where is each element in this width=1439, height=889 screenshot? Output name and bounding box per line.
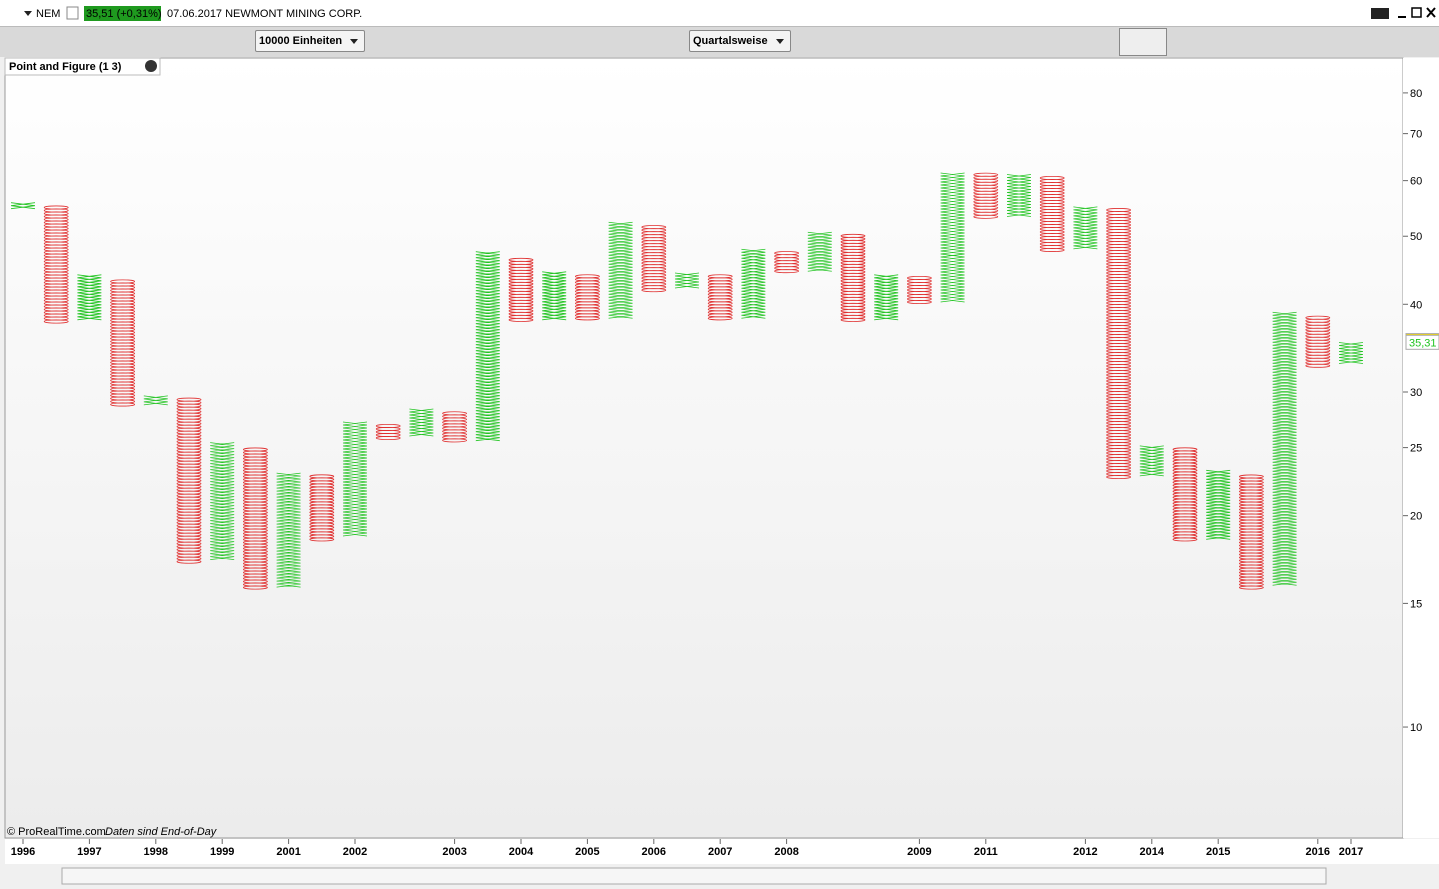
x-tick-label: 2009	[907, 846, 931, 858]
o-column	[442, 411, 468, 443]
x-tick-label: 1996	[11, 846, 35, 858]
quote: 35,51 (+0,31%)	[86, 8, 162, 20]
x-column	[1006, 174, 1032, 217]
chart-type-button[interactable]	[1119, 28, 1167, 56]
o-column	[973, 172, 999, 219]
x-tick-label: 2008	[774, 846, 798, 858]
y-tick-label: 20	[1410, 511, 1422, 523]
y-tick-label: 15	[1410, 598, 1422, 610]
o-column	[1172, 447, 1198, 542]
price-label: 35,31	[1409, 337, 1437, 349]
o-column	[1106, 208, 1132, 480]
x-column	[940, 172, 965, 303]
x-axis-area	[5, 839, 1439, 864]
scrollbar[interactable]	[61, 867, 1327, 885]
x-tick-label: 2004	[509, 846, 534, 858]
o-column	[575, 274, 600, 321]
o-column	[1039, 175, 1065, 252]
close-button[interactable]	[1426, 7, 1436, 18]
x-column	[874, 274, 899, 321]
symbol: NEM	[36, 8, 60, 20]
toolbar: 10000 Einheiten Quartalsweise	[0, 27, 1439, 57]
x-tick-label: 1998	[144, 846, 168, 858]
x-column	[741, 248, 766, 319]
x-tick-label: 2002	[343, 846, 367, 858]
x-tick-label: 2012	[1073, 846, 1097, 858]
x-column	[210, 442, 235, 561]
info-icon[interactable]	[66, 6, 79, 20]
symbol-menu[interactable]	[24, 11, 32, 16]
o-column	[508, 257, 534, 322]
close-panel[interactable]	[145, 60, 157, 72]
o-column	[907, 276, 932, 305]
o-column	[110, 279, 136, 407]
o-column	[375, 424, 401, 441]
x-column	[10, 202, 36, 210]
price-label-box	[1405, 334, 1439, 350]
plot-area	[4, 57, 1404, 839]
quote-box	[84, 6, 161, 21]
x-tick-label: 2014	[1140, 846, 1165, 858]
footer-note: Daten sind End-of-Day	[105, 826, 218, 838]
y-tick-label: 60	[1410, 176, 1422, 188]
o-column	[176, 397, 202, 564]
o-column	[309, 474, 335, 542]
panel-label-box	[4, 57, 161, 76]
x-tick-label: 2005	[575, 846, 599, 858]
y-tick-label: 25	[1410, 443, 1422, 455]
menu-button[interactable]	[1371, 8, 1389, 19]
x-tick-label: 2017	[1339, 846, 1363, 858]
x-tick-label: 2011	[974, 846, 998, 858]
chart-title: Point and Figure (1 3)	[9, 61, 122, 73]
o-column	[1239, 474, 1264, 590]
o-column	[43, 205, 69, 324]
x-column	[608, 221, 633, 319]
x-column	[674, 272, 700, 289]
x-column	[276, 472, 301, 588]
x-tick-label: 2015	[1206, 846, 1230, 858]
x-column	[542, 271, 567, 321]
x-column	[1206, 469, 1231, 540]
y-tick-label: 80	[1410, 88, 1422, 100]
x-column	[1272, 311, 1297, 586]
o-column	[840, 233, 866, 322]
x-column	[1338, 342, 1364, 364]
copyright: © ProRealTime.com	[7, 826, 106, 838]
o-column	[243, 447, 268, 590]
y-tick-label: 30	[1410, 387, 1422, 399]
o-column	[641, 225, 667, 293]
x-column	[409, 408, 434, 437]
x-tick-label: 2006	[642, 846, 666, 858]
period-dropdown[interactable]: Quartalsweise	[689, 30, 791, 52]
o-column	[1305, 315, 1331, 368]
y-tick-label: 50	[1410, 231, 1422, 243]
x-column	[77, 274, 102, 321]
units-dropdown[interactable]: 10000 Einheiten	[255, 30, 366, 52]
x-column	[1073, 206, 1098, 250]
x-tick-label: 2016	[1306, 846, 1330, 858]
x-tick-label: 2007	[708, 846, 732, 858]
x-column	[143, 395, 168, 406]
x-column	[342, 421, 368, 537]
x-tick-label: 2001	[276, 846, 300, 858]
x-tick-label: 2003	[442, 846, 466, 858]
o-column	[707, 274, 733, 321]
x-column	[807, 231, 832, 272]
x-column	[1139, 445, 1164, 477]
y-axis-area	[1403, 58, 1439, 838]
y-tick-label: 10	[1410, 722, 1422, 734]
y-tick-label: 70	[1410, 129, 1422, 141]
maximize-button[interactable]	[1411, 7, 1422, 18]
y-tick-label: 40	[1410, 299, 1422, 311]
x-column	[475, 251, 500, 442]
o-column	[774, 251, 800, 274]
title-bar	[0, 0, 1439, 27]
x-tick-label: 1999	[210, 846, 234, 858]
description: 07.06.2017 NEWMONT MINING CORP.	[167, 8, 362, 20]
x-tick-label: 1997	[77, 846, 101, 858]
